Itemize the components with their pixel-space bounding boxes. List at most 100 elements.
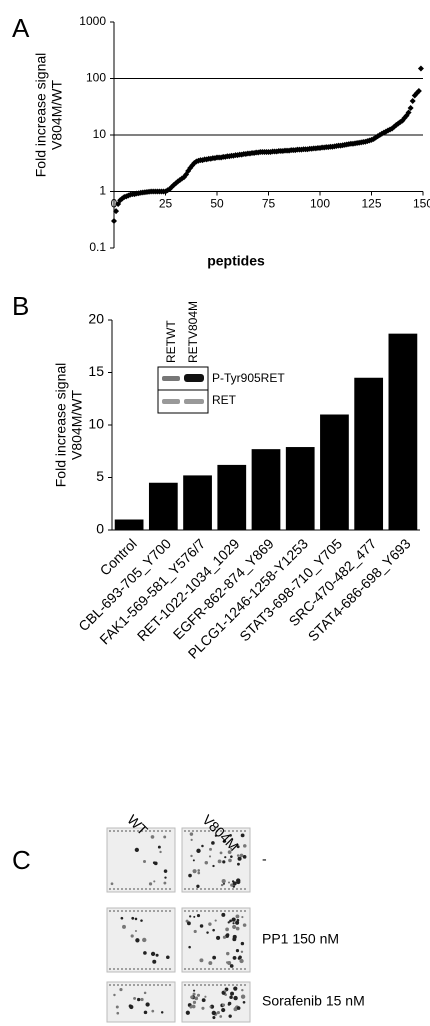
blot-dot bbox=[215, 920, 217, 922]
blot-dot bbox=[224, 888, 226, 890]
blot-dot bbox=[241, 833, 245, 837]
lane-label: RETV804M bbox=[186, 301, 200, 363]
blot-dot bbox=[240, 854, 244, 858]
blot-dot bbox=[157, 888, 159, 890]
blot-dot bbox=[141, 888, 143, 890]
blot-dot bbox=[204, 910, 206, 912]
blot-dot bbox=[121, 968, 123, 970]
blot-dot bbox=[204, 984, 206, 986]
blot-dot bbox=[113, 910, 115, 912]
blot-dot bbox=[200, 984, 202, 986]
blot bbox=[107, 982, 175, 1022]
blot-dot bbox=[208, 888, 210, 890]
blot-dot bbox=[157, 984, 159, 986]
blot-dot bbox=[187, 921, 191, 925]
blot-dot bbox=[224, 910, 226, 912]
blot-dot bbox=[192, 1005, 196, 1009]
blot-dot bbox=[188, 968, 190, 970]
blot-dot bbox=[109, 984, 111, 986]
point bbox=[418, 66, 424, 72]
blot-dot bbox=[202, 998, 206, 1002]
lane-label: RETWT bbox=[164, 320, 178, 363]
blot-dot bbox=[228, 984, 230, 986]
blot-dot bbox=[165, 830, 167, 832]
blot-dot bbox=[216, 888, 218, 890]
blot-dot bbox=[135, 918, 138, 921]
blot-dot bbox=[238, 857, 242, 861]
blot-dot bbox=[161, 984, 163, 986]
blot-dot bbox=[208, 961, 212, 965]
blot-dot bbox=[194, 930, 197, 933]
blot-dot bbox=[209, 1006, 211, 1008]
blot-dot bbox=[212, 984, 214, 986]
blot-dot bbox=[121, 888, 123, 890]
y-tick-label: 0.1 bbox=[89, 240, 106, 254]
blot-dot bbox=[144, 1011, 148, 1015]
blot-dot bbox=[220, 852, 223, 855]
blot-dot bbox=[204, 996, 206, 998]
panel-label: B bbox=[12, 291, 29, 321]
blot-dot bbox=[137, 910, 139, 912]
blot-dot bbox=[109, 888, 111, 890]
blot-dot bbox=[217, 1011, 220, 1014]
blot-dot bbox=[152, 960, 156, 964]
blot-dot bbox=[140, 998, 143, 1001]
blot-dot bbox=[200, 968, 202, 970]
blot-dot bbox=[228, 921, 230, 923]
blot-dot bbox=[163, 882, 166, 885]
blot-dot bbox=[153, 880, 155, 882]
blot-dot bbox=[153, 910, 155, 912]
blot-dot bbox=[216, 968, 218, 970]
blot-dot bbox=[188, 984, 190, 986]
blot-dot bbox=[209, 855, 211, 857]
blot-dot bbox=[192, 888, 194, 890]
x-tick-label: 75 bbox=[262, 197, 276, 211]
blot-dot bbox=[133, 997, 136, 1000]
blot-dot bbox=[232, 830, 234, 832]
blot-dot bbox=[161, 830, 163, 832]
blot-dot bbox=[237, 863, 240, 866]
blot-dot bbox=[200, 830, 202, 832]
blot-dot bbox=[151, 1010, 154, 1013]
blot-dot bbox=[135, 930, 137, 932]
blot-dot bbox=[153, 888, 155, 890]
blot-dot bbox=[165, 888, 167, 890]
blot-dot bbox=[196, 849, 200, 853]
blot-dot bbox=[197, 914, 200, 917]
blot-dot bbox=[232, 984, 234, 986]
blot-dot bbox=[208, 910, 210, 912]
blot-dot bbox=[193, 990, 195, 992]
blot-dot bbox=[149, 888, 151, 890]
blot-dot bbox=[244, 984, 246, 986]
blot-dot bbox=[122, 925, 126, 929]
blot-dot bbox=[140, 919, 143, 922]
blot-dot bbox=[232, 937, 236, 941]
blot-dot bbox=[240, 910, 242, 912]
blot-dot bbox=[153, 984, 155, 986]
blot-dot bbox=[192, 830, 194, 832]
y-axis-label: V804M/WT bbox=[69, 390, 85, 460]
blot-dot bbox=[232, 888, 234, 890]
y-tick-label: 100 bbox=[86, 71, 106, 85]
blot-dot bbox=[228, 910, 230, 912]
blot-dot bbox=[238, 957, 241, 960]
blot-dot bbox=[117, 984, 119, 986]
blot-dot bbox=[125, 910, 127, 912]
blot-dot bbox=[212, 968, 214, 970]
blot-dot bbox=[159, 851, 161, 853]
blot-dot bbox=[149, 882, 152, 885]
blot-dot bbox=[236, 830, 238, 832]
blot-dot bbox=[226, 933, 229, 936]
blot-dot bbox=[129, 830, 131, 832]
blot-dot bbox=[241, 916, 243, 918]
blot-dot bbox=[161, 910, 163, 912]
blot-dot bbox=[216, 910, 218, 912]
blot-dot bbox=[190, 855, 192, 857]
blot-dot bbox=[117, 910, 119, 912]
blot-dot bbox=[129, 984, 131, 986]
bar bbox=[286, 447, 315, 530]
blot-dot bbox=[243, 923, 247, 927]
blot-dot bbox=[220, 968, 222, 970]
blot-dot bbox=[158, 846, 161, 849]
blot-dot bbox=[192, 910, 194, 912]
